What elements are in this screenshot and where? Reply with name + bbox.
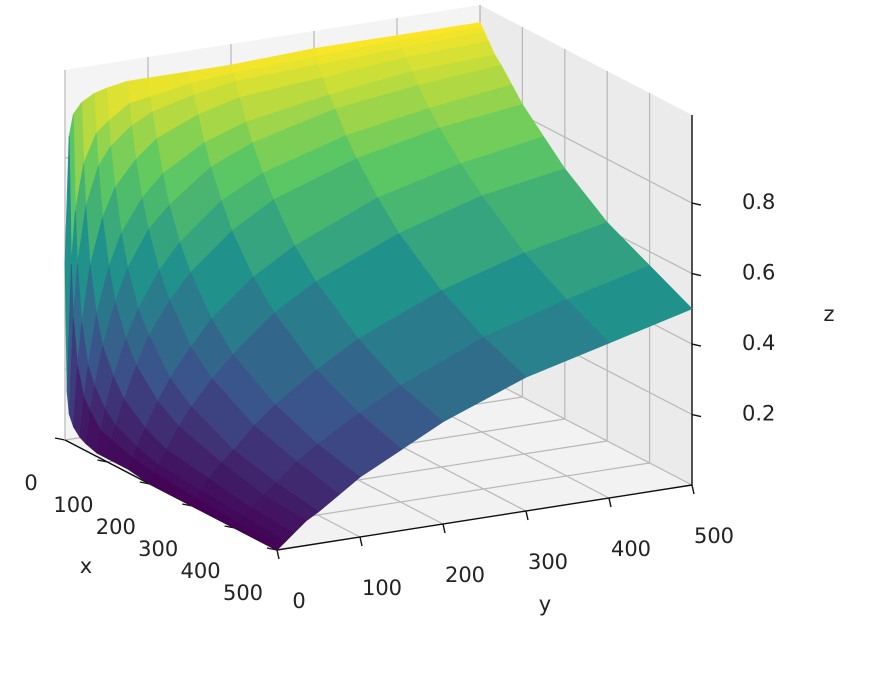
x-tick-label: 200 <box>96 515 136 539</box>
y-tick <box>276 549 280 560</box>
z-tick-label: 0.4 <box>742 331 775 355</box>
z-tick <box>691 343 702 347</box>
y-tick <box>691 484 695 495</box>
z-tick-label: 0.2 <box>742 402 775 426</box>
y-tick <box>442 523 446 534</box>
x-tick <box>54 437 66 441</box>
y-tick-label: 400 <box>611 537 651 561</box>
y-axis <box>276 484 693 551</box>
z-tick-label: 0.8 <box>742 190 775 214</box>
x-tick-label: 100 <box>53 493 93 517</box>
x-tick-label: 500 <box>223 581 263 605</box>
y-tick-label: 500 <box>694 524 734 548</box>
grid-line <box>479 374 693 486</box>
z-tick-label: 0.6 <box>742 261 775 285</box>
x-tick-label: 300 <box>138 537 178 561</box>
y-tick-label: 0 <box>292 589 305 613</box>
x-axis-label: x <box>80 554 92 578</box>
y-axis-label: y <box>539 592 551 616</box>
surface-patch <box>234 523 282 551</box>
y-tick-label: 100 <box>362 576 402 600</box>
y-tick-label: 300 <box>528 550 568 574</box>
x-tick-label: 400 <box>181 559 221 583</box>
y-tick <box>525 510 529 521</box>
y-tick <box>608 497 612 508</box>
y-tick-label: 200 <box>445 563 485 587</box>
z-axis-label: z <box>823 302 834 326</box>
z-tick <box>691 413 702 418</box>
y-tick <box>359 536 363 547</box>
x-tick-label: 0 <box>24 471 37 495</box>
z-tick <box>691 202 702 206</box>
z-tick <box>691 272 702 277</box>
